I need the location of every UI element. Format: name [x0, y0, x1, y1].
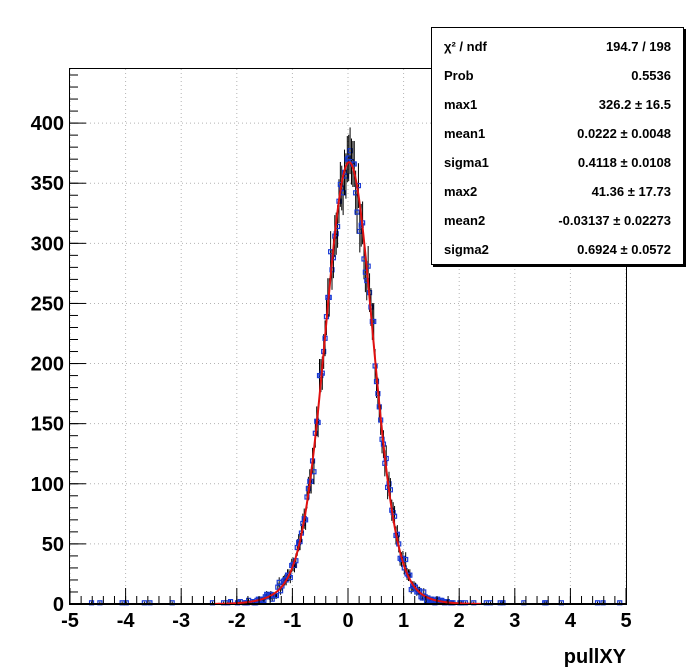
data-point	[411, 583, 417, 589]
y-tick-label: 400	[31, 113, 64, 135]
data-point	[273, 592, 280, 599]
stat-value: 0.0222 ± 0.0048	[577, 126, 671, 141]
stat-label: sigma2	[444, 242, 489, 257]
stat-row-prob: Prob 0.5536	[432, 61, 683, 90]
data-point	[279, 583, 285, 589]
stat-row-sigma2: sigma2 0.6924 ± 0.0572	[432, 235, 683, 264]
y-tick-label: 200	[31, 354, 64, 376]
data-point	[340, 190, 346, 196]
x-tick-label: -2	[228, 610, 246, 632]
stat-value: -0.03137 ± 0.02273	[558, 213, 671, 228]
data-point	[421, 589, 427, 595]
x-tick-label: -1	[284, 610, 302, 632]
stat-row-mean1: mean1 0.0222 ± 0.0048	[432, 119, 683, 148]
x-tick-label: 4	[565, 610, 577, 632]
stat-value: 0.5536	[631, 68, 671, 83]
y-tick-label: 100	[31, 474, 64, 496]
stat-value: 0.6924 ± 0.0572	[577, 242, 671, 257]
x-tick-label: 0	[342, 610, 353, 632]
x-tick-label: -4	[117, 610, 136, 632]
stat-label: max2	[444, 184, 478, 199]
x-tick-label: 5	[620, 610, 631, 632]
stat-label: sigma1	[444, 155, 489, 170]
x-tick-label: -3	[172, 610, 190, 632]
plot-frame	[69, 68, 627, 605]
stat-label: mean2	[444, 213, 486, 228]
fit-stats-box: χ² / ndf 194.7 / 198 Prob 0.5536 max1 32…	[431, 27, 684, 265]
x-tick-label: 1	[398, 610, 409, 632]
stat-label: max1	[444, 97, 478, 112]
stat-row-sigma1: sigma1 0.4118 ± 0.0108	[432, 148, 683, 177]
y-tick-label: 0	[53, 594, 64, 616]
x-axis-title: pullXY	[564, 646, 627, 668]
y-tick-label: 300	[31, 233, 64, 255]
stat-row-max2: max2 41.36 ± 17.73	[432, 177, 683, 206]
stat-label: χ² / ndf	[444, 39, 487, 54]
data-point	[403, 556, 409, 563]
y-tick-label: 350	[31, 173, 64, 195]
stat-row-chi2: χ² / ndf 194.7 / 198	[432, 32, 683, 61]
data-point	[346, 155, 352, 161]
stat-row-max1: max1 326.2 ± 16.5	[432, 90, 683, 119]
x-tick-label: -5	[61, 610, 79, 632]
x-tick-label: 2	[454, 610, 465, 632]
data-point	[357, 228, 363, 234]
y-tick-label: 250	[31, 293, 64, 315]
stat-value: 194.7 / 198	[605, 39, 671, 54]
x-tick-label: 3	[509, 610, 520, 632]
stat-label: mean1	[444, 126, 486, 141]
y-tick-label: 150	[31, 414, 64, 436]
stat-value: 0.4118 ± 0.0108	[577, 155, 671, 170]
data-point	[354, 209, 360, 215]
stat-label: Prob	[444, 68, 474, 83]
y-tick-label: 50	[42, 534, 64, 556]
stat-value: 326.2 ± 16.5	[598, 97, 671, 112]
data-point	[347, 148, 353, 154]
stat-value: 41.36 ± 17.73	[591, 184, 671, 199]
stat-row-mean2: mean2 -0.03137 ± 0.02273	[432, 206, 683, 235]
